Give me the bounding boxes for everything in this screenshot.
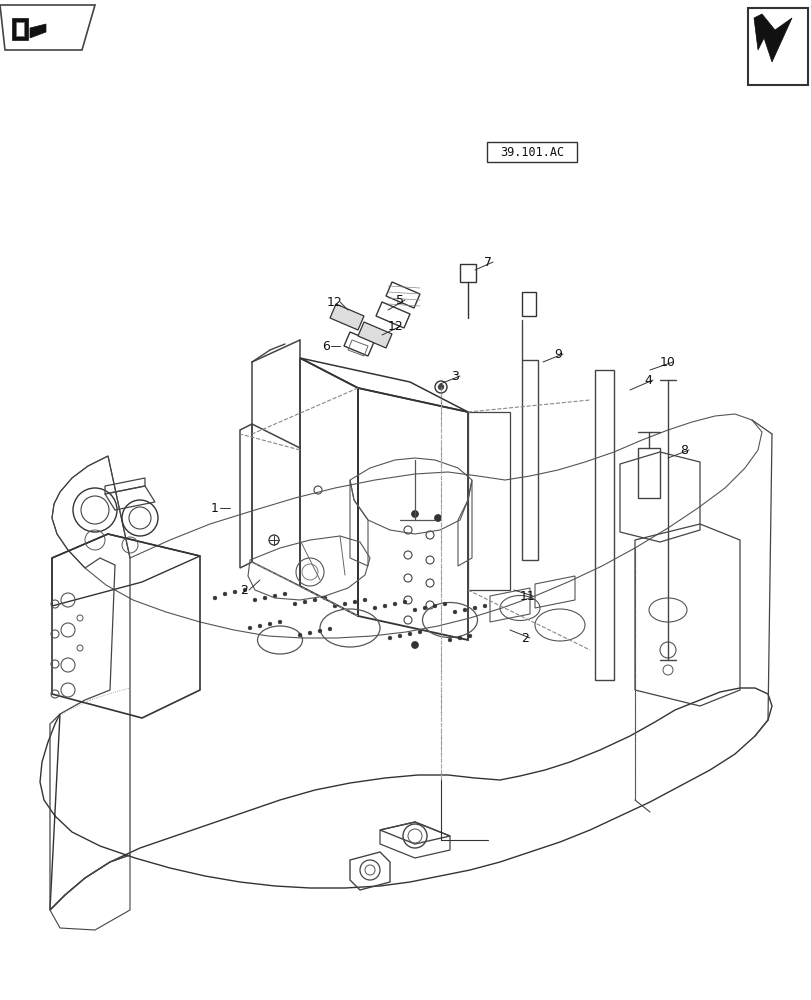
Circle shape <box>318 629 321 633</box>
Circle shape <box>272 594 277 598</box>
Circle shape <box>397 634 401 638</box>
Text: 5: 5 <box>396 294 404 306</box>
Polygon shape <box>30 24 46 38</box>
Text: 2: 2 <box>521 632 528 644</box>
Circle shape <box>263 596 267 600</box>
Circle shape <box>283 592 286 596</box>
Polygon shape <box>753 14 791 62</box>
Circle shape <box>413 608 416 612</box>
Circle shape <box>403 600 406 604</box>
Circle shape <box>483 604 487 608</box>
Bar <box>747 8 807 85</box>
Circle shape <box>248 626 251 630</box>
Text: 4: 4 <box>643 373 651 386</box>
Circle shape <box>443 602 446 606</box>
Text: 39.101.AC: 39.101.AC <box>500 146 564 159</box>
Circle shape <box>383 604 386 608</box>
Circle shape <box>388 636 392 640</box>
Polygon shape <box>16 22 24 36</box>
Circle shape <box>432 604 436 608</box>
Circle shape <box>343 602 346 606</box>
Polygon shape <box>12 18 28 40</box>
Circle shape <box>453 610 457 614</box>
FancyBboxPatch shape <box>487 142 577 162</box>
Circle shape <box>328 627 332 631</box>
Circle shape <box>434 514 441 522</box>
Circle shape <box>457 636 461 640</box>
Circle shape <box>373 606 376 610</box>
Text: 3: 3 <box>450 369 458 382</box>
Text: 10: 10 <box>659 356 675 368</box>
Circle shape <box>233 590 237 594</box>
Circle shape <box>423 606 427 610</box>
Circle shape <box>323 596 326 600</box>
Circle shape <box>438 384 443 389</box>
Circle shape <box>268 622 272 626</box>
Circle shape <box>243 588 247 592</box>
Circle shape <box>468 634 471 638</box>
Circle shape <box>462 608 466 612</box>
Circle shape <box>393 602 397 606</box>
Circle shape <box>333 604 337 608</box>
Text: 2: 2 <box>240 584 247 596</box>
Text: 11: 11 <box>520 589 535 602</box>
Circle shape <box>418 630 421 634</box>
Polygon shape <box>358 322 392 348</box>
Circle shape <box>298 633 302 637</box>
Circle shape <box>408 632 411 636</box>
Circle shape <box>303 600 307 604</box>
Circle shape <box>353 600 356 604</box>
Circle shape <box>223 592 226 596</box>
Circle shape <box>313 598 316 602</box>
Circle shape <box>473 606 476 610</box>
Text: 12: 12 <box>327 296 342 308</box>
Circle shape <box>278 620 281 624</box>
Circle shape <box>411 642 418 648</box>
Circle shape <box>363 598 367 602</box>
Text: 1: 1 <box>211 502 219 514</box>
Text: 7: 7 <box>483 255 491 268</box>
Circle shape <box>411 510 418 518</box>
Text: 9: 9 <box>553 348 561 360</box>
Polygon shape <box>329 304 363 330</box>
Text: 8: 8 <box>679 444 687 456</box>
Text: 12: 12 <box>388 320 403 332</box>
Circle shape <box>258 624 261 628</box>
Circle shape <box>308 631 311 635</box>
Circle shape <box>253 598 256 602</box>
Text: 6: 6 <box>322 340 329 353</box>
Circle shape <box>213 596 217 600</box>
Circle shape <box>448 638 451 642</box>
Circle shape <box>293 602 297 606</box>
